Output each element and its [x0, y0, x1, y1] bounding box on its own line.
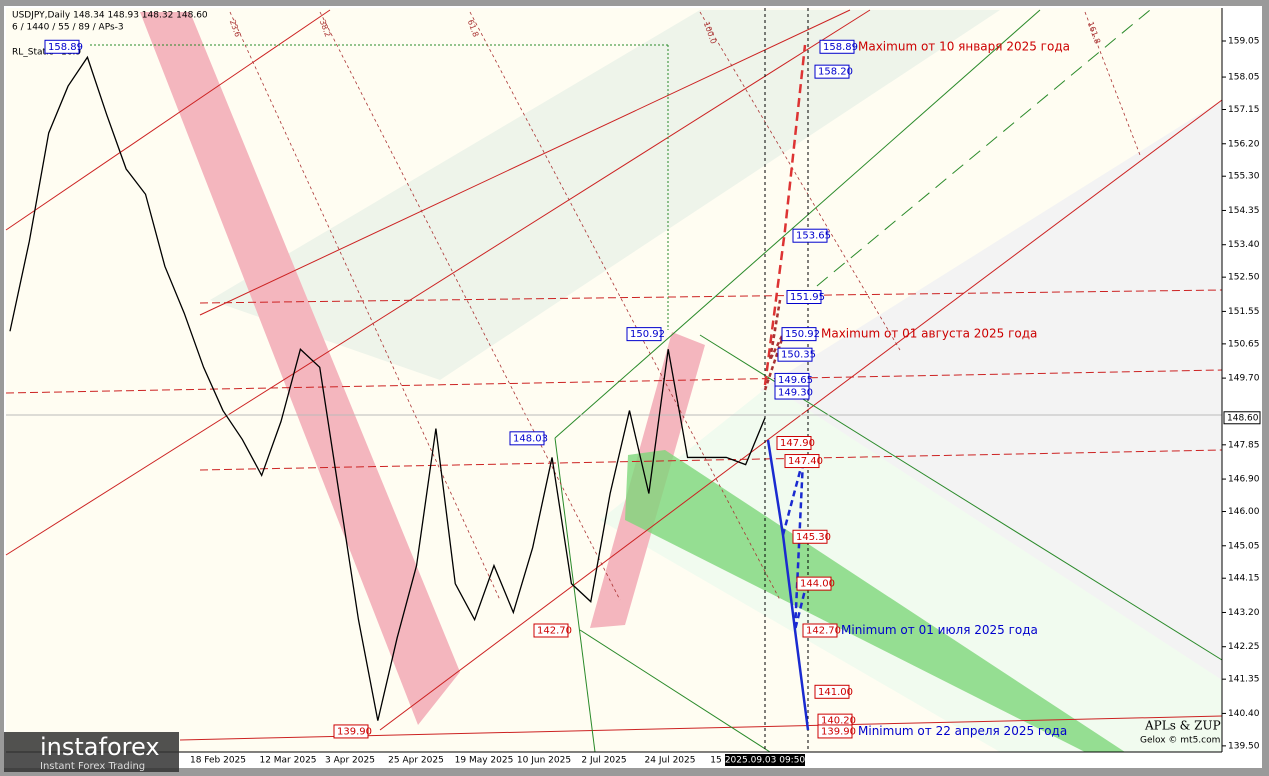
level-label: 150.92	[785, 329, 820, 340]
footer-title: APLs & ZUP	[1144, 719, 1221, 733]
level-label: 149.30	[778, 388, 813, 399]
y-tick-label: 157.15	[1228, 105, 1260, 115]
level-label: 141.00	[818, 687, 853, 698]
level-label: 145.30	[796, 532, 831, 543]
level-label: 158.20	[818, 67, 853, 78]
zone	[600, 385, 1222, 752]
level-label: 147.40	[788, 456, 823, 467]
level-box	[333, 724, 369, 739]
x-tick-label: 25 Apr 2025	[388, 756, 444, 766]
y-tick-label: 146.00	[1228, 507, 1260, 517]
level-label: 144.00	[800, 579, 835, 590]
level-box	[44, 39, 80, 54]
level-box	[792, 529, 828, 544]
level-label: 151.95	[790, 292, 825, 303]
level-label: 142.70	[806, 625, 841, 636]
y-tick-label: 142.25	[1228, 642, 1260, 652]
level-box	[509, 431, 545, 446]
zone	[760, 100, 1222, 680]
level-box	[533, 623, 569, 638]
y-tick-label: 145.05	[1228, 541, 1260, 551]
cursor-label-bg	[725, 754, 805, 766]
y-tick-label: 144.15	[1228, 574, 1260, 584]
symbol-info: USDJPY,Daily 148.34 148.93 148.32 148.60	[12, 11, 208, 21]
level-box	[802, 623, 838, 638]
level-box	[792, 228, 828, 243]
x-tick-label: 12 Mar 2025	[259, 756, 316, 766]
level-label: 150.92	[630, 329, 665, 340]
y-tick-label: 151.55	[1228, 307, 1260, 317]
y-tick-label: 140.40	[1228, 709, 1260, 719]
y-tick-label: 154.35	[1228, 206, 1260, 216]
current-price-label: 148.60	[1227, 413, 1259, 423]
level-box	[784, 454, 820, 469]
pink-channel	[140, 12, 460, 725]
level-label: 158.89	[48, 42, 83, 53]
footer-credit: Gelox © mt5.com	[1140, 736, 1220, 746]
annotation: Minimum от 01 июля 2025 года	[841, 623, 1038, 637]
x-tick-label: 15	[710, 756, 721, 766]
y-tick-label: 155.30	[1228, 172, 1260, 182]
level-box	[786, 289, 822, 304]
y-tick-label: 143.20	[1228, 608, 1260, 618]
params: 6 / 1440 / 55 / 89 / APs-3	[12, 23, 124, 33]
level-box	[781, 327, 817, 342]
level-box	[819, 39, 855, 54]
trend-lines	[5, 9, 1223, 741]
level-box	[796, 576, 832, 591]
current-price-box	[1223, 411, 1261, 425]
level-label: 139.90	[821, 726, 856, 737]
green-channel	[625, 450, 1125, 752]
level-label: 158.89	[823, 42, 858, 53]
y-tick-label: 158.05	[1228, 73, 1260, 83]
y-tick-label: 139.50	[1228, 741, 1260, 751]
y-tick-label: 149.70	[1228, 374, 1260, 384]
x-tick-label: 2025.09.03 09:50	[725, 756, 806, 766]
fan-lines	[229, 11, 1141, 601]
level-label: 139.90	[337, 726, 372, 737]
x-tick-label: 18 Feb 2025	[190, 756, 246, 766]
y-tick-label: 152.50	[1228, 273, 1260, 283]
level-label: 150.35	[781, 350, 816, 361]
y-tick-label: 147.85	[1228, 440, 1260, 450]
level-box	[814, 64, 850, 79]
watermark-brand: instaforex	[40, 733, 160, 761]
y-tick-label: 146.90	[1228, 475, 1260, 485]
y-tick-label: 156.20	[1228, 139, 1260, 149]
x-tick-label: 10 Jun 2025	[517, 756, 571, 766]
y-tick-label: 150.65	[1228, 339, 1260, 349]
annotation: Minimum от 22 апреля 2025 года	[858, 724, 1067, 738]
level-box	[776, 436, 812, 451]
level-label: 142.70	[537, 625, 572, 636]
level-box	[817, 724, 853, 739]
level-box	[814, 684, 850, 699]
x-tick-label: 19 May 2025	[455, 756, 514, 766]
level-box	[774, 385, 810, 400]
projection	[763, 44, 810, 731]
annotation: Maximum от 01 августа 2025 года	[821, 327, 1037, 341]
level-box	[777, 347, 813, 362]
level-label: 140.20	[821, 716, 856, 727]
y-tick-label: 141.35	[1228, 675, 1260, 685]
y-tick-label: 153.40	[1228, 240, 1260, 250]
level-label: 148.03	[513, 433, 548, 444]
level-label: 153.65	[796, 231, 831, 242]
level-label: 147.90	[780, 438, 815, 449]
x-tick-label: 3 Apr 2025	[325, 756, 375, 766]
zone	[210, 10, 1000, 380]
level-box	[626, 327, 662, 342]
y-tick-label: 159.05	[1228, 37, 1260, 47]
x-tick-label: 24 Jul 2025	[645, 756, 696, 766]
watermark-tagline: Instant Forex Trading	[40, 761, 145, 772]
x-tick-label: 2 Jul 2025	[581, 756, 626, 766]
price-line	[9, 55, 766, 721]
annotation: Maximum от 10 января 2025 года	[858, 39, 1070, 53]
watermark-bg	[4, 732, 179, 772]
level-label: 149.65	[778, 375, 813, 386]
